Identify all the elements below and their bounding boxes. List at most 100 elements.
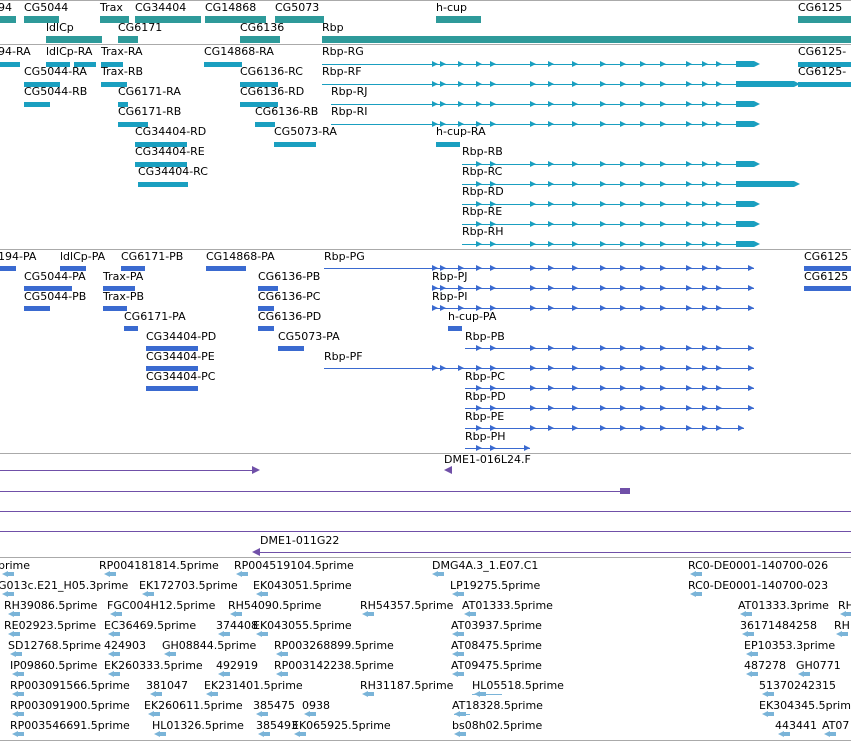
feature-block[interactable] <box>24 306 50 311</box>
est-glyph[interactable] <box>104 571 110 577</box>
ests-label-rp004519104-5prime[interactable]: RP004519104.5prime <box>234 559 354 572</box>
est-glyph[interactable] <box>432 571 438 577</box>
exon-glyph[interactable] <box>432 265 438 271</box>
est-glyph[interactable] <box>236 612 242 616</box>
exon-glyph[interactable] <box>490 425 496 431</box>
exon-glyph[interactable] <box>600 221 606 227</box>
exon-glyph[interactable] <box>716 121 722 127</box>
ests-label-ek043051-5prime[interactable]: EK043051.5prime <box>253 579 352 592</box>
exon-glyph[interactable] <box>548 345 554 351</box>
exon-glyph[interactable] <box>660 305 666 311</box>
ests-label-rp003091566-5prime[interactable]: RP003091566.5prime <box>10 679 130 692</box>
exon-glyph[interactable] <box>600 81 606 87</box>
est-glyph[interactable] <box>282 672 288 676</box>
est-glyph[interactable] <box>224 632 230 636</box>
ests-label-rp003142238-5prime[interactable]: RP003142238.5prime <box>274 659 394 672</box>
ests-label-at18328-5prime[interactable]: AT18328.5prime <box>452 699 543 712</box>
transcripts-label-ldlcp-ra[interactable]: ldlCp-RA <box>46 45 93 58</box>
ests-label-at03937-5prime[interactable]: AT03937.5prime <box>451 619 542 632</box>
est-glyph[interactable] <box>768 712 774 716</box>
feature-block[interactable] <box>240 102 278 107</box>
exon-glyph[interactable] <box>530 161 536 167</box>
gene-bar-rbp[interactable] <box>322 36 851 43</box>
utr-block[interactable] <box>736 201 754 207</box>
est-glyph[interactable] <box>842 632 848 636</box>
exon-glyph[interactable] <box>702 285 708 291</box>
est-glyph[interactable] <box>116 612 122 616</box>
proteins-label-cg6125[interactable]: CG6125 <box>804 250 849 263</box>
est-glyph[interactable] <box>150 691 156 697</box>
est-glyph[interactable] <box>458 652 464 656</box>
proteins-label-cg5073-pa[interactable]: CG5073-PA <box>278 330 340 343</box>
clone-end-arrow[interactable] <box>252 466 260 474</box>
exon-glyph[interactable] <box>476 181 482 187</box>
est-glyph[interactable] <box>452 591 458 597</box>
exon-glyph[interactable] <box>640 101 646 107</box>
exon-glyph[interactable] <box>572 265 578 271</box>
exon-glyph[interactable] <box>600 201 606 207</box>
exon-glyph[interactable] <box>600 181 606 187</box>
feature-block[interactable] <box>124 326 138 331</box>
est-glyph[interactable] <box>840 611 846 617</box>
proteins-label-cg14868-pa[interactable]: CG14868-PA <box>206 250 275 263</box>
exon-glyph[interactable] <box>686 181 692 187</box>
feature-block[interactable] <box>274 142 316 147</box>
exon-glyph[interactable] <box>572 201 578 207</box>
gene-bar[interactable] <box>205 16 266 23</box>
exon-glyph[interactable] <box>702 201 708 207</box>
exon-glyph[interactable] <box>640 365 646 371</box>
est-glyph[interactable] <box>762 711 768 717</box>
est-glyph[interactable] <box>10 651 16 657</box>
exon-glyph[interactable] <box>702 405 708 411</box>
ests-label-at01333-5prime[interactable]: AT01333.5prime <box>462 599 553 612</box>
strand-arrow-glyph[interactable] <box>748 385 754 391</box>
est-glyph[interactable] <box>368 612 374 616</box>
transcripts-label-rbp-rf[interactable]: Rbp-RF <box>322 65 362 78</box>
exon-glyph[interactable] <box>548 221 554 227</box>
proteins-label-trax-pb[interactable]: Trax-PB <box>103 290 145 303</box>
ests-label-hl01326-5prime[interactable]: HL01326.5prime <box>152 719 244 732</box>
ests-label-ek304345-5prime[interactable]: EK304345.5prime <box>759 699 851 712</box>
exon-glyph[interactable] <box>490 201 496 207</box>
exon-glyph[interactable] <box>548 241 554 247</box>
est-glyph[interactable] <box>212 692 218 696</box>
genes-label-h-cup[interactable]: h-cup <box>436 1 467 14</box>
exon-glyph[interactable] <box>476 221 482 227</box>
exon-glyph[interactable] <box>440 81 446 87</box>
strand-arrow-glyph[interactable] <box>524 445 530 451</box>
est-glyph[interactable] <box>18 672 24 676</box>
utr-block[interactable] <box>736 101 754 107</box>
genes-label-cg5044[interactable]: CG5044 <box>24 1 69 14</box>
exon-glyph[interactable] <box>702 121 708 127</box>
exon-glyph[interactable] <box>476 121 482 127</box>
exon-glyph[interactable] <box>716 405 722 411</box>
est-glyph[interactable] <box>438 572 444 576</box>
ests-label-492919[interactable]: 492919 <box>216 659 258 672</box>
genes-label-cg34404[interactable]: CG34404 <box>135 1 187 14</box>
ests-label-ek043055-5prime[interactable]: EK043055.5prime <box>253 619 352 632</box>
ests-label-ek260611-5prime[interactable]: EK260611.5prime <box>144 699 243 712</box>
exon-glyph[interactable] <box>640 385 646 391</box>
proteins-label-cg34404-pc[interactable]: CG34404-PC <box>146 370 216 383</box>
exon-glyph[interactable] <box>548 265 554 271</box>
exon-glyph[interactable] <box>660 81 666 87</box>
clones-label-dme1-011g22[interactable]: DME1-011G22 <box>260 534 340 547</box>
strand-arrow-glyph[interactable] <box>754 201 760 207</box>
exon-glyph[interactable] <box>572 285 578 291</box>
utr-block[interactable] <box>736 161 754 167</box>
ests-label-hl05518-5prime[interactable]: HL05518.5prime <box>472 679 564 692</box>
gene-bar[interactable] <box>275 16 324 23</box>
exon-glyph[interactable] <box>476 405 482 411</box>
transcripts-label-cg6171-rb[interactable]: CG6171-RB <box>118 105 182 118</box>
ests-label-rp004181814-5prime[interactable]: RP004181814.5prime <box>99 559 219 572</box>
feature-block[interactable] <box>135 162 187 167</box>
feature-block[interactable] <box>74 62 96 67</box>
est-glyph[interactable] <box>218 631 224 637</box>
feature-block[interactable] <box>118 102 128 107</box>
strand-arrow-glyph[interactable] <box>748 405 754 411</box>
exon-glyph[interactable] <box>660 161 666 167</box>
transcripts-label-h-cup-ra[interactable]: h-cup-RA <box>436 125 486 138</box>
est-glyph[interactable] <box>108 671 114 677</box>
transcripts-label-rbp-rg[interactable]: Rbp-RG <box>322 45 364 58</box>
strand-arrow-glyph[interactable] <box>754 121 760 127</box>
